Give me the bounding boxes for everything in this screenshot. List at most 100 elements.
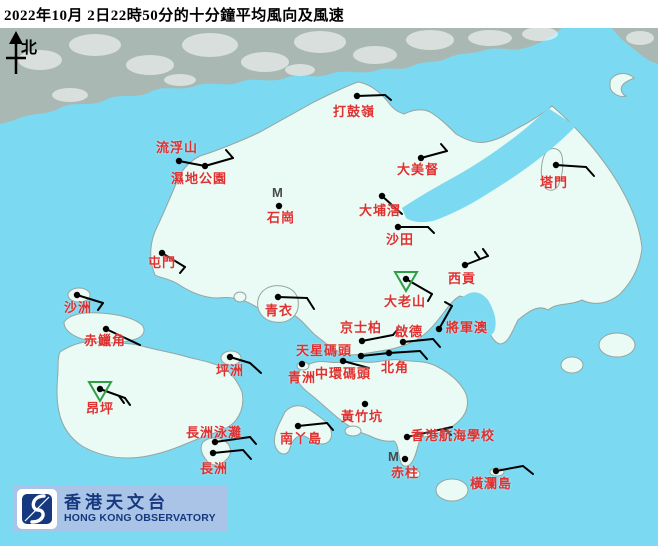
- station-label: 北角: [381, 360, 410, 375]
- islet-small-2: [344, 425, 362, 437]
- station-label: 昂坪: [86, 401, 115, 416]
- wind-barb: [306, 297, 315, 310]
- station-label: 京士柏: [340, 320, 383, 335]
- wind-barb: [522, 465, 534, 475]
- station-dot: [102, 325, 110, 333]
- islet-small-1: [407, 469, 421, 479]
- station-27: [209, 449, 252, 460]
- wind-barb: [427, 226, 435, 234]
- station-9: [158, 249, 186, 274]
- station-label: 長洲泳灘: [186, 425, 243, 440]
- map-canvas: [0, 28, 658, 546]
- station-dot: [209, 449, 217, 457]
- station-label: 黃竹坑: [341, 409, 384, 424]
- wind-barb: [585, 166, 595, 177]
- wind-barb: [342, 360, 370, 369]
- wind-barb: [118, 395, 125, 404]
- se-islet-1: [598, 332, 636, 358]
- wind-barb: [97, 302, 104, 311]
- station-dot: [399, 338, 407, 346]
- station-dot: [358, 337, 366, 345]
- hko-logo-text: 香港天文台 HONG KONG OBSERVATORY: [64, 493, 216, 525]
- station-20: [339, 357, 370, 369]
- tsing-yi-island: [257, 285, 299, 323]
- station-dot: [378, 192, 386, 200]
- station-16: [358, 328, 399, 345]
- station-15: [435, 301, 453, 333]
- station-layer: [73, 92, 595, 475]
- wind-barb: [212, 449, 244, 454]
- station-3: [201, 149, 234, 170]
- wind-barb: [249, 436, 257, 445]
- wind-barb: [277, 296, 308, 299]
- wind-barb: [419, 350, 428, 360]
- station-2: [175, 157, 206, 167]
- wind-barb: [381, 195, 403, 215]
- triangle-marker: [393, 271, 419, 293]
- po-toi-island: [435, 478, 469, 502]
- wind-barb: [474, 251, 481, 260]
- hko-logo[interactable]: 香港天文台 HONG KONG OBSERVATORY: [13, 486, 228, 532]
- station-dot: [394, 223, 402, 231]
- station-dot: [461, 261, 469, 269]
- wind-barb: [204, 157, 234, 167]
- station-label: 屯門: [148, 255, 177, 270]
- port-shelter-water: [462, 292, 496, 337]
- station-label: 將軍澳: [446, 320, 489, 335]
- station-4: [417, 143, 448, 162]
- station-dot: [158, 249, 166, 257]
- wind-barb: [99, 388, 126, 399]
- station-label: 大老山: [384, 294, 427, 309]
- station-dot: [201, 162, 209, 170]
- station-dot: [402, 275, 410, 283]
- hong-kong-map: [0, 28, 658, 546]
- station-14: [461, 248, 489, 269]
- station-5: [552, 161, 595, 177]
- wind-barb: [555, 164, 587, 168]
- station-dot: [339, 357, 347, 365]
- wind-barb: [392, 328, 399, 336]
- station-23: [87, 381, 131, 406]
- wind-barb: [420, 150, 448, 159]
- station-label: 南丫島: [280, 431, 323, 446]
- station-22: [226, 353, 262, 374]
- station-17: [399, 338, 441, 348]
- station-dot: [175, 157, 183, 165]
- station-label: 打鼓嶺: [333, 104, 376, 119]
- station-dot: [274, 293, 282, 301]
- wind-barb: [161, 252, 186, 268]
- lantau-island: [56, 341, 244, 459]
- station-dot: [357, 352, 365, 360]
- station-label: 青衣: [265, 303, 294, 318]
- ma-wan-island: [233, 291, 247, 303]
- station-7: [394, 223, 435, 234]
- wind-barb: [178, 160, 206, 167]
- wind-barb: [242, 449, 252, 460]
- wind-barb: [361, 334, 394, 342]
- station-21: [298, 360, 306, 368]
- station-dot: [385, 349, 393, 357]
- wind-barb: [360, 352, 390, 357]
- wind-barb: [229, 356, 251, 364]
- maintenance-marker: M: [272, 185, 283, 200]
- station-dot: [417, 154, 425, 162]
- station-label: 啟德: [395, 324, 424, 339]
- hko-name-chinese: 香港天文台: [64, 493, 169, 512]
- station-label: 石崗: [267, 210, 296, 225]
- north-arrow: [6, 31, 26, 74]
- station-label: 沙洲: [64, 300, 93, 315]
- wind-barb: [438, 305, 453, 330]
- station-label: 流浮山: [156, 140, 199, 155]
- station-label: 香港航海學校: [411, 428, 496, 443]
- wind-barb: [432, 338, 441, 348]
- station-label: 赤鱲角: [84, 333, 127, 348]
- station-28: [403, 426, 453, 441]
- grass-island: [609, 73, 635, 97]
- station-label: 天星碼頭: [296, 343, 353, 358]
- station-label: 赤柱: [391, 465, 420, 480]
- station-8: [275, 202, 283, 210]
- wind-barb: [249, 362, 262, 374]
- wind-barb: [225, 149, 234, 159]
- wind-barb: [179, 266, 186, 274]
